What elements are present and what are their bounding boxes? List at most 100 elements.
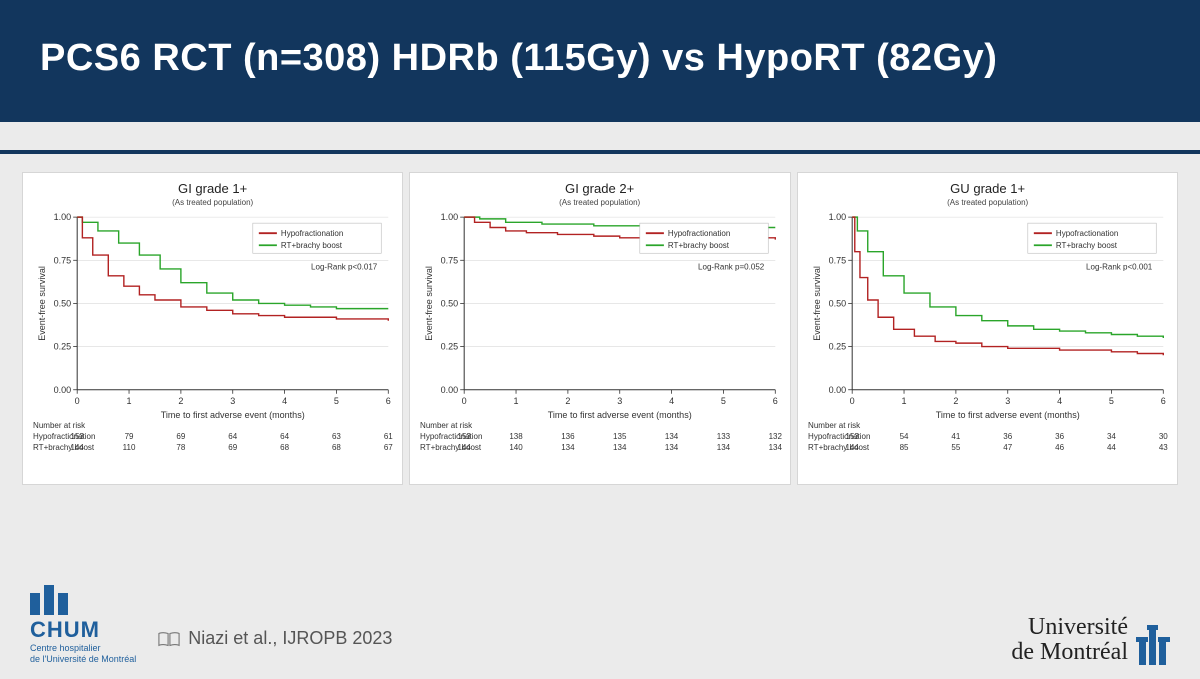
svg-text:67: 67 bbox=[384, 443, 393, 452]
svg-text:0.75: 0.75 bbox=[54, 255, 72, 265]
svg-text:133: 133 bbox=[717, 432, 731, 441]
svg-text:79: 79 bbox=[125, 432, 134, 441]
svg-text:Time to first adverse event (m: Time to first adverse event (months) bbox=[161, 410, 305, 420]
udem-line1: Université bbox=[1011, 615, 1128, 640]
svg-text:0.00: 0.00 bbox=[54, 385, 72, 395]
svg-text:69: 69 bbox=[176, 432, 185, 441]
svg-text:153: 153 bbox=[845, 432, 859, 441]
svg-text:144: 144 bbox=[70, 443, 84, 452]
svg-text:5: 5 bbox=[721, 396, 726, 406]
svg-text:132: 132 bbox=[769, 432, 783, 441]
svg-text:54: 54 bbox=[899, 432, 908, 441]
svg-text:0.75: 0.75 bbox=[828, 255, 846, 265]
svg-text:1: 1 bbox=[901, 396, 906, 406]
chum-bars-icon bbox=[30, 581, 136, 615]
svg-text:134: 134 bbox=[562, 443, 576, 452]
charts-row: GI grade 1+(As treated population)0.000.… bbox=[0, 154, 1200, 485]
svg-text:RT+brachy boost: RT+brachy boost bbox=[33, 443, 95, 452]
svg-text:36: 36 bbox=[1003, 432, 1012, 441]
svg-text:4: 4 bbox=[669, 396, 674, 406]
svg-text:153: 153 bbox=[458, 432, 472, 441]
svg-text:RT+brachy boost: RT+brachy boost bbox=[808, 443, 870, 452]
chum-sub2: de l'Université de Montréal bbox=[30, 654, 136, 665]
svg-text:(As treated population): (As treated population) bbox=[947, 198, 1028, 207]
svg-text:4: 4 bbox=[282, 396, 287, 406]
svg-text:RT+brachy boost: RT+brachy boost bbox=[668, 241, 730, 250]
svg-text:136: 136 bbox=[562, 432, 576, 441]
svg-text:GI grade 2+: GI grade 2+ bbox=[565, 181, 634, 196]
svg-text:30: 30 bbox=[1158, 432, 1167, 441]
svg-text:47: 47 bbox=[1003, 443, 1012, 452]
svg-text:43: 43 bbox=[1158, 443, 1167, 452]
svg-text:3: 3 bbox=[1005, 396, 1010, 406]
svg-text:69: 69 bbox=[228, 443, 237, 452]
svg-text:134: 134 bbox=[665, 443, 679, 452]
svg-text:85: 85 bbox=[899, 443, 908, 452]
svg-text:0.25: 0.25 bbox=[441, 342, 459, 352]
book-icon bbox=[158, 631, 180, 647]
svg-text:55: 55 bbox=[951, 443, 960, 452]
svg-text:135: 135 bbox=[613, 432, 627, 441]
svg-text:64: 64 bbox=[280, 432, 289, 441]
chum-logo: CHUM Centre hospitalier de l'Université … bbox=[30, 581, 136, 665]
svg-text:0.50: 0.50 bbox=[828, 298, 846, 308]
svg-text:1.00: 1.00 bbox=[441, 212, 459, 222]
udem-text: Université de Montréal bbox=[1011, 615, 1128, 665]
chart-card-gi2: GI grade 2+ (As treated population) 0.00 0.… bbox=[409, 172, 790, 485]
citation: Niazi et al., IJROPB 2023 bbox=[158, 628, 392, 649]
svg-text:6: 6 bbox=[386, 396, 391, 406]
svg-text:2: 2 bbox=[566, 396, 571, 406]
svg-text:68: 68 bbox=[280, 443, 289, 452]
udem-tower-icon bbox=[1136, 625, 1170, 665]
chart-card-gu1: GU grade 1+ (As treated population) 0.00 0.… bbox=[797, 172, 1178, 485]
chum-logo-text: CHUM bbox=[30, 617, 136, 643]
svg-text:110: 110 bbox=[123, 443, 136, 452]
svg-text:Event-free survival: Event-free survival bbox=[424, 266, 434, 341]
svg-text:Hypofractionation: Hypofractionation bbox=[420, 432, 482, 441]
svg-text:Hypofractionation: Hypofractionation bbox=[281, 229, 343, 238]
svg-text:RT+brachy boost: RT+brachy boost bbox=[281, 241, 343, 250]
svg-text:64: 64 bbox=[228, 432, 237, 441]
svg-text:Hypofractionation: Hypofractionation bbox=[1056, 229, 1118, 238]
svg-text:Number at risk: Number at risk bbox=[808, 421, 861, 430]
svg-text:44: 44 bbox=[1107, 443, 1116, 452]
svg-text:0.25: 0.25 bbox=[54, 342, 72, 352]
svg-text:63: 63 bbox=[332, 432, 341, 441]
svg-text:144: 144 bbox=[845, 443, 859, 452]
svg-text:4: 4 bbox=[1057, 396, 1062, 406]
svg-text:GU grade 1+: GU grade 1+ bbox=[950, 181, 1025, 196]
footer-left: CHUM Centre hospitalier de l'Université … bbox=[30, 581, 392, 665]
svg-text:Log-Rank p=0.052: Log-Rank p=0.052 bbox=[698, 262, 765, 271]
svg-text:153: 153 bbox=[70, 432, 84, 441]
svg-text:3: 3 bbox=[618, 396, 623, 406]
svg-text:Time to first adverse event (m: Time to first adverse event (months) bbox=[935, 410, 1079, 420]
svg-text:RT+brachy boost: RT+brachy boost bbox=[420, 443, 482, 452]
svg-text:1: 1 bbox=[514, 396, 519, 406]
svg-text:0.00: 0.00 bbox=[441, 385, 459, 395]
chart-gu1: GU grade 1+ (As treated population) 0.00 0.… bbox=[802, 179, 1173, 480]
svg-text:134: 134 bbox=[769, 443, 783, 452]
svg-text:0.75: 0.75 bbox=[441, 255, 459, 265]
chart-card-gi1: GI grade 1+(As treated population)0.000.… bbox=[22, 172, 403, 485]
chart-gi1: GI grade 1+(As treated population)0.000.… bbox=[27, 179, 398, 480]
svg-text:61: 61 bbox=[384, 432, 393, 441]
svg-text:2: 2 bbox=[953, 396, 958, 406]
svg-text:46: 46 bbox=[1055, 443, 1064, 452]
chart-gi2: GI grade 2+ (As treated population) 0.00 0.… bbox=[414, 179, 785, 480]
svg-text:Event-free survival: Event-free survival bbox=[812, 266, 822, 341]
svg-text:6: 6 bbox=[1160, 396, 1165, 406]
svg-text:RT+brachy boost: RT+brachy boost bbox=[1056, 241, 1118, 250]
chum-sub1: Centre hospitalier bbox=[30, 643, 136, 654]
svg-text:0: 0 bbox=[462, 396, 467, 406]
svg-text:0.25: 0.25 bbox=[828, 342, 846, 352]
svg-text:(As treated population): (As treated population) bbox=[559, 198, 640, 207]
svg-text:1.00: 1.00 bbox=[828, 212, 846, 222]
svg-text:140: 140 bbox=[510, 443, 524, 452]
svg-text:1.00: 1.00 bbox=[54, 212, 72, 222]
svg-text:68: 68 bbox=[332, 443, 341, 452]
svg-text:0.00: 0.00 bbox=[828, 385, 846, 395]
footer: CHUM Centre hospitalier de l'Université … bbox=[0, 569, 1200, 679]
svg-text:134: 134 bbox=[717, 443, 731, 452]
svg-text:134: 134 bbox=[665, 432, 679, 441]
svg-text:Number at risk: Number at risk bbox=[33, 421, 86, 430]
